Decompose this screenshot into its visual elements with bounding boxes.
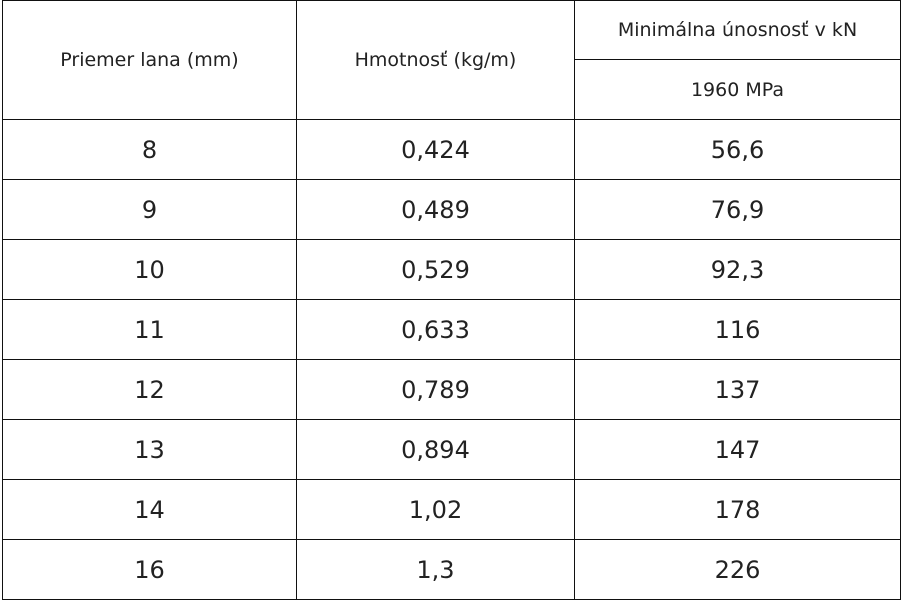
table-cell: 178 xyxy=(574,479,901,540)
header-cell: Hmotnosť (kg/m) xyxy=(296,0,575,120)
table-cell: 1,3 xyxy=(296,539,575,600)
table-cell: 226 xyxy=(574,539,901,600)
table-cell: 14 xyxy=(2,479,297,540)
table-cell: 147 xyxy=(574,419,901,480)
table-cell: 9 xyxy=(2,179,297,240)
table-row: 8 0,424 56,6 xyxy=(2,119,901,180)
table-cell: 12 xyxy=(2,359,297,420)
table-cell: 76,9 xyxy=(574,179,901,240)
table-row: 13 0,894 147 xyxy=(2,419,901,480)
table-cell: 0,633 xyxy=(296,299,575,360)
table-cell: 0,489 xyxy=(296,179,575,240)
table-cell: 1,02 xyxy=(296,479,575,540)
table-cell: 0,789 xyxy=(296,359,575,420)
table-header: Priemer lana (mm) Hmotnosť (kg/m) Minimá… xyxy=(2,0,901,120)
table-row: 12 0,789 137 xyxy=(2,359,901,420)
table-cell: 8 xyxy=(2,119,297,180)
table-cell: 16 xyxy=(2,539,297,600)
table-cell: 137 xyxy=(574,359,901,420)
header-cell: Minimálna únosnosť v kN xyxy=(574,0,901,60)
table-row: 9 0,489 76,9 xyxy=(2,179,901,240)
table-cell: 92,3 xyxy=(574,239,901,300)
table-body: 8 0,424 56,6 9 0,489 76,9 10 0,529 92,3 11 0,633 11… xyxy=(2,119,901,600)
table-cell: 11 xyxy=(2,299,297,360)
table-cell: 0,529 xyxy=(296,239,575,300)
table-row: 14 1,02 178 xyxy=(2,479,901,540)
table-cell: 0,894 xyxy=(296,419,575,480)
table-cell: 116 xyxy=(574,299,901,360)
header-cell: Priemer lana (mm) xyxy=(2,0,297,120)
table-cell: 56,6 xyxy=(574,119,901,180)
table-row: 16 1,3 226 xyxy=(2,539,901,600)
table-row: 11 0,633 116 xyxy=(2,299,901,360)
table-row: 10 0,529 92,3 xyxy=(2,239,901,300)
table-cell: 13 xyxy=(2,419,297,480)
rope-table: Priemer lana (mm) Hmotnosť (kg/m) Minimá… xyxy=(2,0,901,600)
subheader-cell: 1960 MPa xyxy=(574,59,901,120)
table-cell: 10 xyxy=(2,239,297,300)
table-cell: 0,424 xyxy=(296,119,575,180)
